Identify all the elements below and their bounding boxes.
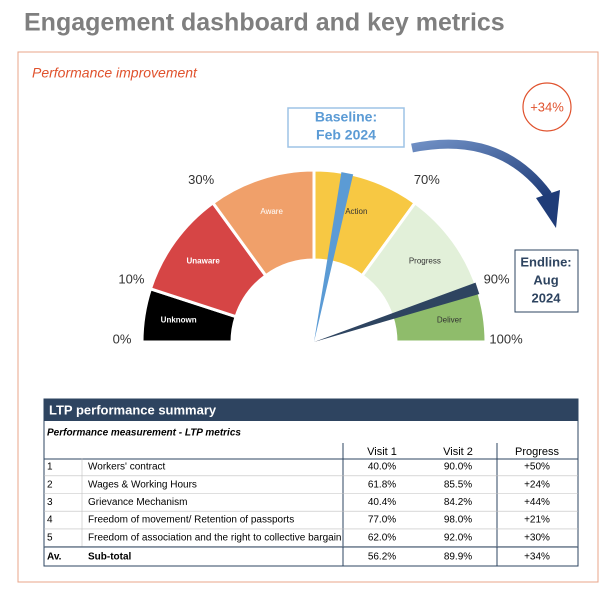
row-metric: Sub-total [88, 552, 132, 563]
segment-label: Deliver [437, 316, 462, 325]
needle [314, 172, 354, 342]
row-value: +21% [524, 515, 550, 526]
baseline-box [287, 107, 405, 148]
row-value: 62.0% [368, 532, 396, 543]
table-title: LTP performance summary [49, 402, 217, 417]
endline-box [514, 249, 579, 313]
endline-year: 2024 [532, 290, 562, 305]
table-subtitle: Performance measurement - LTP metrics [47, 428, 241, 439]
page-title: Engagement dashboard and key metrics [24, 9, 505, 37]
row-number: 2 [47, 479, 53, 490]
panel-title: Performance improvement [32, 65, 198, 81]
badge-circle [522, 82, 572, 132]
row-value: 92.0% [444, 532, 472, 543]
row-value: 40.4% [368, 497, 396, 508]
row-number: 5 [47, 532, 53, 543]
scale-label: 30% [188, 172, 214, 187]
row-value: +50% [524, 462, 550, 473]
arrow [411, 139, 552, 198]
row-value: +44% [524, 497, 550, 508]
badge: +34% [530, 99, 564, 114]
baseline-label: Baseline: [315, 109, 377, 125]
row-value: 56.2% [368, 552, 396, 563]
row-value: 40.0% [368, 462, 396, 473]
row-metric: Grievance Mechanism [88, 497, 187, 508]
segment-label: Unknown [161, 316, 197, 325]
table-frame [43, 398, 579, 567]
column-header: Progress [515, 446, 560, 458]
segment-label: Progress [409, 257, 441, 266]
row-value: +34% [524, 552, 550, 563]
row-value: +30% [524, 532, 550, 543]
column-header: Visit 2 [443, 446, 473, 458]
row-value: 98.0% [444, 515, 472, 526]
segment-label: Action [345, 207, 367, 216]
segment-label: Aware [260, 207, 283, 216]
endline-label: Endline: [520, 254, 571, 269]
segment-label: Unaware [186, 257, 220, 266]
scale-label: 0% [113, 331, 132, 346]
scale-label: 90% [484, 272, 510, 287]
scale-label: 70% [414, 172, 440, 187]
row-value: 84.2% [444, 497, 472, 508]
table-body: Visit 1 Visit 2 Progress 1 Workers' contract… [44, 443, 578, 566]
scale-label: 10% [118, 272, 144, 287]
gauge-segment [390, 286, 488, 344]
table-header-bar [44, 399, 578, 421]
row-metric: Wages & Working Hours [88, 479, 197, 490]
row-number: 4 [47, 515, 53, 526]
row-metric: Workers' contract [88, 462, 166, 473]
needle [314, 282, 480, 342]
row-value: +24% [524, 479, 550, 490]
row-value: 90.0% [444, 462, 472, 473]
row-number: Av. [47, 552, 62, 563]
row-value: 77.0% [368, 515, 396, 526]
row-number: 3 [47, 497, 53, 508]
row-value: 89.9% [444, 552, 472, 563]
row-value: 61.8% [368, 479, 396, 490]
arrow-head [536, 190, 560, 228]
row-metric: Freedom of movement/ Retention of passpo… [88, 515, 294, 526]
scale-label: 100% [489, 331, 523, 346]
row-value: 85.5% [444, 479, 472, 490]
row-metric: Freedom of association and the right to … [88, 532, 355, 543]
endline-month: Aug [533, 272, 558, 287]
panel-border [17, 51, 599, 583]
row-number: 1 [47, 462, 53, 473]
baseline-date: Feb 2024 [316, 127, 376, 143]
gauge: Unknown Unaware Aware Action Progress Deliver… [113, 133, 523, 346]
column-header: Visit 1 [367, 446, 397, 458]
